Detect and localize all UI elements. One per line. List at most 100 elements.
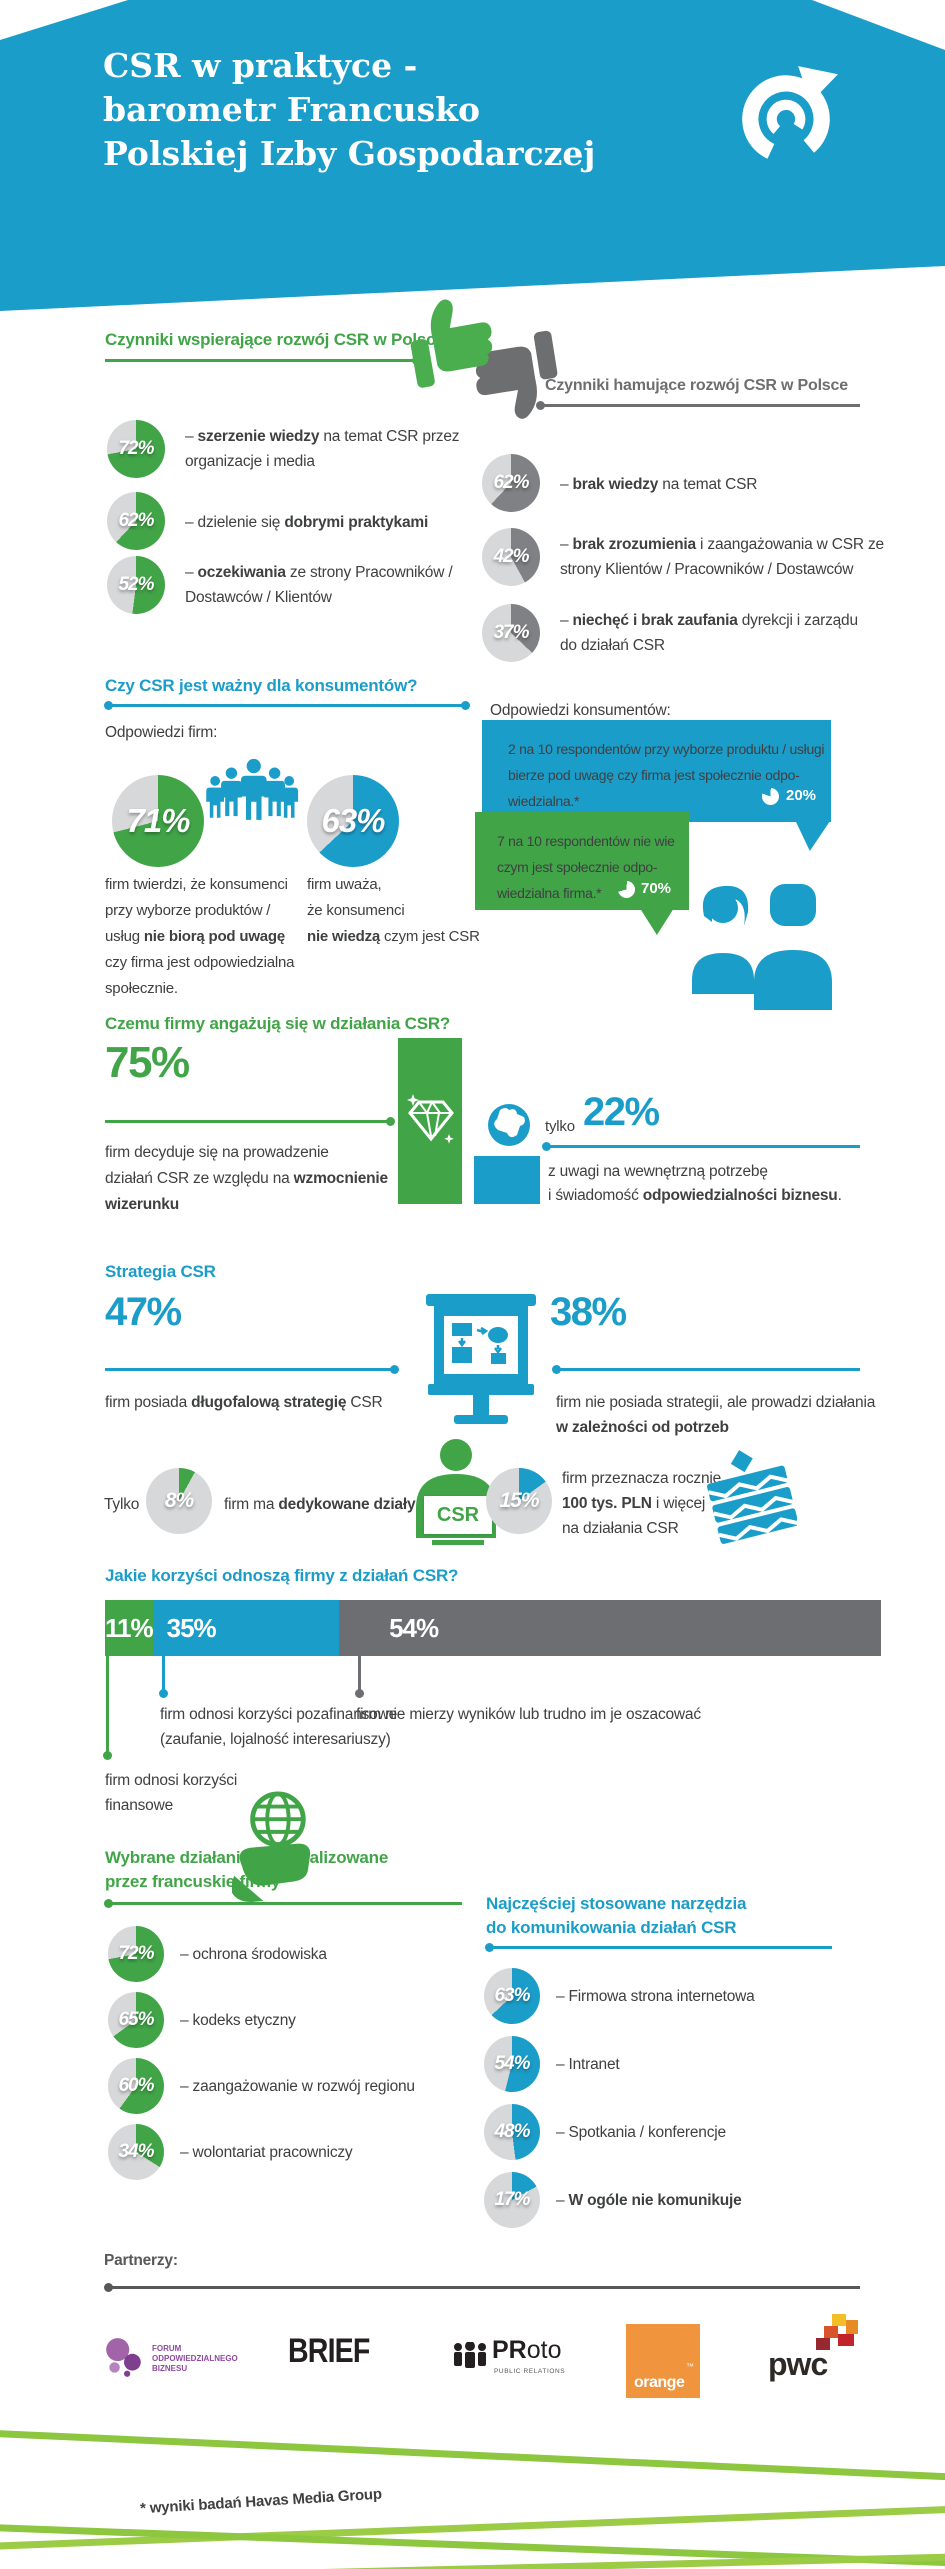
tylko-label: Tylko bbox=[104, 1496, 140, 1513]
text-segment-bold: niechęć i brak zaufania bbox=[572, 612, 738, 629]
text-segment-bold: nie biorą pod uwagę bbox=[143, 928, 286, 945]
item-text: – Intranet bbox=[556, 2052, 620, 2077]
text-segment: czym jest CSR bbox=[380, 928, 480, 945]
item-text: – kodeks etyczny bbox=[180, 2008, 296, 2033]
pie-chart: 42% bbox=[482, 528, 540, 586]
text-segment-bold: brak wiedzy bbox=[572, 476, 659, 493]
text-segment: z uwagi na wewnętrzną potrzebę i świadom… bbox=[548, 1163, 768, 1204]
text-segment: na temat CSR bbox=[658, 476, 758, 493]
mini-pie-70-icon bbox=[618, 881, 635, 898]
text-segment: firm ma bbox=[224, 1496, 279, 1513]
text-segment: – dzielenie się bbox=[185, 514, 285, 531]
text-segment-bold: w zależności od potrzeb bbox=[556, 1419, 729, 1436]
stat-text: firm decyduje się na prowadzenie działań… bbox=[105, 1140, 388, 1218]
bubble-green-text: 7 na 10 respondentów nie wie czym jest s… bbox=[497, 833, 675, 901]
thumbs-down-icon bbox=[475, 330, 558, 419]
pie-chart: 54% bbox=[484, 2036, 540, 2092]
footnote: * wyniki badań Havas Media Group bbox=[139, 2485, 383, 2518]
pie-chart: 65% bbox=[108, 1992, 164, 2048]
pie-value: 63% bbox=[494, 1985, 530, 2006]
text-segment: – Firmowa strona internetowa bbox=[556, 1988, 755, 2005]
globe-icon bbox=[488, 1104, 530, 1146]
item-text: – Spotkania / konferencje bbox=[556, 2120, 726, 2145]
text-segment-bold: 100 tys. PLN bbox=[562, 1495, 652, 1512]
speech-bubble-green bbox=[475, 812, 689, 910]
text-segment: CSR bbox=[346, 1394, 383, 1411]
stat-text: firm nie posiada strategii, ale prowadzi… bbox=[556, 1390, 875, 1440]
consumers-answers-label: Odpowiedzi konsumentów: bbox=[490, 702, 671, 719]
callout-text: firm odnosi korzyści finansowe bbox=[105, 1772, 238, 1814]
text-segment: firm posiada bbox=[105, 1394, 192, 1411]
stat-text: z uwagi na wewnętrzną potrzebę i świadom… bbox=[548, 1160, 842, 1208]
underline bbox=[105, 356, 421, 365]
text-segment-bold: wzmocnienie wizerunku bbox=[105, 1170, 388, 1213]
pie-value: 8% bbox=[164, 1489, 194, 1512]
callout-text: firm odnosi korzyści pozafinansowe (zauf… bbox=[160, 1706, 397, 1748]
pie-chart: 71% bbox=[112, 775, 204, 867]
pie-value: 62% bbox=[493, 472, 529, 493]
item-text: – Firmowa strona internetowa bbox=[556, 1984, 755, 2009]
stat-value: 38% bbox=[550, 1290, 627, 1334]
text-segment: – bbox=[560, 476, 573, 493]
text-segment: – bbox=[185, 564, 198, 581]
item-text: – W ogóle nie komunikuje bbox=[556, 2188, 742, 2213]
section-title: Wybrane działania CSR realizowane przez … bbox=[105, 1848, 389, 1891]
pie-chart: 63% bbox=[307, 775, 399, 867]
page-title: CSR w praktyce - barometr Francusko Pols… bbox=[103, 46, 596, 173]
pie-chart: 48% bbox=[484, 2104, 540, 2160]
text-segment: firm przeznacza rocznie bbox=[562, 1470, 722, 1487]
stat-text: firm przeznacza rocznie 100 tys. PLN i w… bbox=[562, 1466, 721, 1541]
item-text: – zaangażowanie w rozwój regionu bbox=[180, 2074, 415, 2099]
speech-bubble-blue bbox=[482, 720, 831, 822]
bar-segment-nonfinancial: 35% bbox=[152, 1600, 340, 1656]
section-title: Najczęściej stosowane narzędzia do komun… bbox=[486, 1894, 747, 1937]
proto-logo-sub: PUBLIC RELATIONS bbox=[494, 2368, 566, 2375]
pwc-logo: pwc bbox=[768, 2346, 828, 2382]
pie-chart: 8% bbox=[146, 1468, 212, 1534]
text-segment: i zaangażowania w CSR ze strony Klientów… bbox=[560, 536, 884, 578]
pie-value: 52% bbox=[118, 574, 154, 595]
pie-chart: 63% bbox=[484, 1968, 540, 2024]
bubble-blue-value: 20% bbox=[786, 787, 817, 804]
pie-value: 63% bbox=[321, 802, 385, 839]
text-segment-bold: brak zrozumienia bbox=[572, 536, 697, 553]
brief-logo: BRIEF bbox=[288, 2332, 370, 2370]
orange-logo-text: orange bbox=[634, 2374, 685, 2391]
text-segment: i więcej na działania CSR bbox=[562, 1495, 706, 1537]
item-text: – dzielenie się dobrymi praktykami bbox=[185, 510, 428, 535]
text-segment: – zaangażowanie w rozwój regionu bbox=[180, 2078, 415, 2095]
item-text: – szerzenie wiedzy na temat CSR przez or… bbox=[185, 424, 460, 474]
text-segment: czy firma jest odpowiedzialna społecznie… bbox=[105, 954, 295, 997]
pie-value: 60% bbox=[118, 2075, 154, 2096]
bar-75 bbox=[398, 1038, 462, 1204]
pie-chart: 72% bbox=[107, 420, 165, 478]
bubble-green-value: 70% bbox=[641, 880, 672, 897]
item-text: – wolontariat pracowniczy bbox=[180, 2140, 353, 2165]
item-text: – oczekiwania ze strony Pracowników / Do… bbox=[185, 560, 453, 610]
bar-segment-financial: 11% bbox=[105, 1600, 154, 1656]
firm-yes-text: firm twierdzi, że konsumenci przy wyborz… bbox=[105, 872, 294, 1002]
item-text: – brak wiedzy na temat CSR bbox=[560, 472, 757, 497]
pie-chart: 72% bbox=[108, 1926, 164, 1982]
firms-answers-label: Odpowiedzi firm: bbox=[105, 724, 218, 741]
text-segment-bold: oczekiwania bbox=[197, 564, 286, 581]
section-title: Czemu firmy angażują się w działania CSR… bbox=[105, 1014, 451, 1033]
text-segment: – kodeks etyczny bbox=[180, 2012, 296, 2029]
text-segment: . bbox=[837, 1187, 842, 1204]
consumers-duo-icon bbox=[692, 884, 832, 1010]
item-text: – niechęć i brak zaufania dyrekcji i zar… bbox=[560, 608, 858, 658]
pie-value: 72% bbox=[118, 438, 154, 459]
text-segment: – bbox=[560, 612, 573, 629]
pie-chart: 62% bbox=[107, 492, 165, 550]
csr-sign-base bbox=[432, 1540, 484, 1545]
text-segment: – bbox=[185, 428, 198, 445]
text-segment-bold: dobrymi praktykami bbox=[284, 514, 429, 531]
proto-logo-bold: PR bbox=[492, 2336, 527, 2364]
pie-value: 65% bbox=[118, 2009, 154, 2030]
pie-value: 15% bbox=[499, 1489, 539, 1512]
pie-value: 42% bbox=[493, 546, 529, 567]
text-segment: – Intranet bbox=[556, 2056, 620, 2073]
pie-chart: 60% bbox=[108, 2058, 164, 2114]
pie-value: 48% bbox=[494, 2121, 530, 2142]
